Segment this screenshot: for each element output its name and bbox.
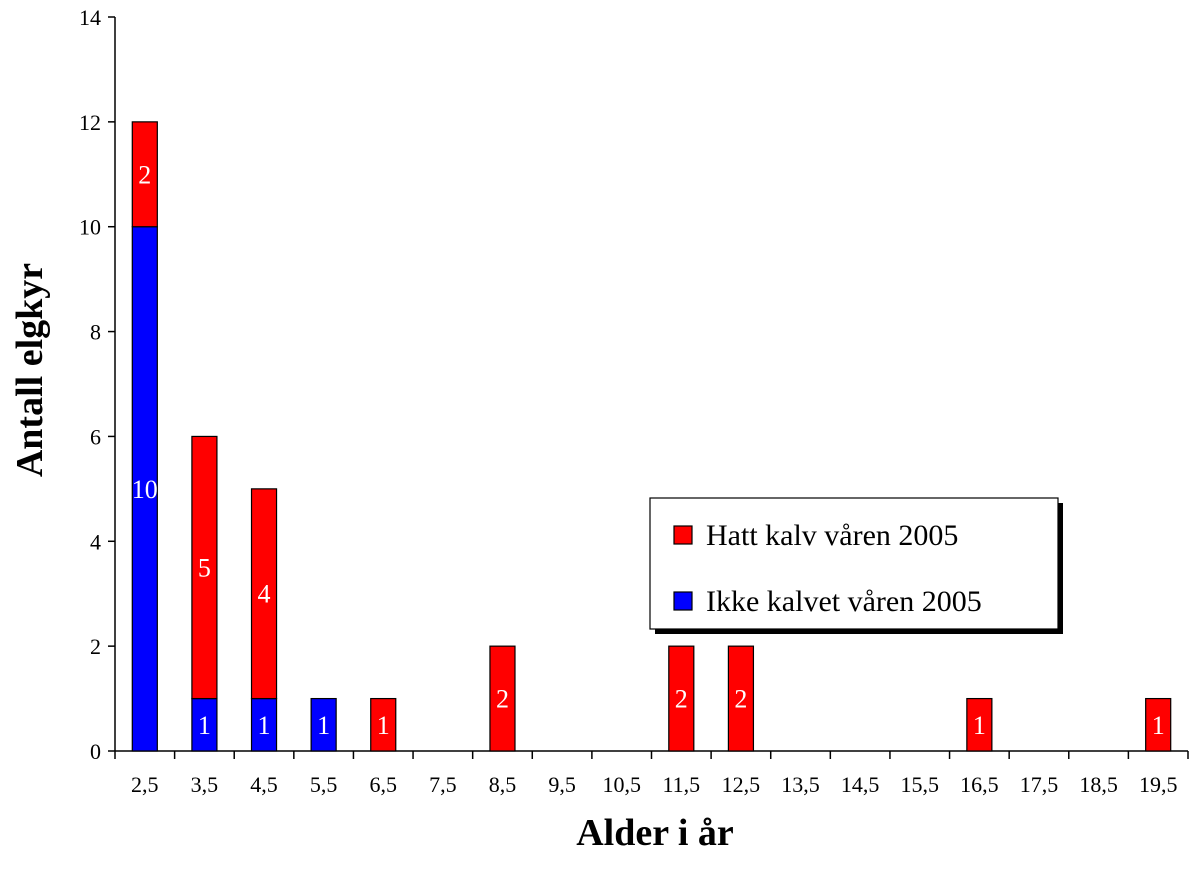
bar-segment-hatt-kalv bbox=[1145, 697, 1172, 752]
legend-label: Ikke kalvet våren 2005 bbox=[706, 585, 982, 618]
data-label: 4 bbox=[258, 580, 271, 609]
x-tick-label: 9,5 bbox=[548, 772, 576, 797]
y-tick-label: 8 bbox=[90, 320, 101, 345]
x-tick-label: 17,5 bbox=[1020, 772, 1059, 797]
bar-segment-hatt-kalv bbox=[668, 645, 695, 752]
y-tick-label: 10 bbox=[79, 215, 101, 240]
bar-segment-hatt-kalv bbox=[191, 435, 218, 700]
x-tick-label: 2,5 bbox=[131, 772, 159, 797]
x-tick-label: 13,5 bbox=[781, 772, 820, 797]
bar-segment-ikke-kalvet bbox=[250, 697, 278, 752]
bar-segment-hatt-kalv bbox=[489, 645, 516, 752]
data-label: 2 bbox=[138, 160, 151, 189]
y-axis-title: Antall elgkyr bbox=[9, 263, 51, 477]
data-label: 1 bbox=[973, 711, 986, 740]
data-label: 2 bbox=[675, 685, 688, 714]
x-tick-label: 8,5 bbox=[489, 772, 517, 797]
bar-segment-hatt-kalv bbox=[131, 121, 158, 228]
x-tick-label: 7,5 bbox=[429, 772, 457, 797]
y-tick-label: 2 bbox=[90, 634, 101, 659]
x-tick-label: 11,5 bbox=[662, 772, 700, 797]
bar-segment-ikke-kalvet bbox=[131, 226, 158, 752]
bar-segment-hatt-kalv bbox=[370, 697, 397, 752]
y-tick-label: 12 bbox=[79, 110, 101, 135]
x-tick-label: 15,5 bbox=[901, 772, 940, 797]
y-tick-label: 6 bbox=[90, 424, 101, 449]
bar-segment-ikke-kalvet bbox=[310, 697, 337, 752]
data-label: 5 bbox=[198, 554, 211, 583]
x-tick-label: 4,5 bbox=[250, 772, 278, 797]
x-tick-label: 3,5 bbox=[191, 772, 219, 797]
data-label: 1 bbox=[1152, 711, 1165, 740]
data-label: 10 bbox=[132, 475, 158, 504]
data-label: 1 bbox=[198, 711, 211, 740]
bar-segment-hatt-kalv bbox=[966, 697, 993, 752]
y-tick-label: 0 bbox=[90, 739, 101, 764]
data-label: 2 bbox=[734, 685, 747, 714]
bar-segment-hatt-kalv bbox=[727, 645, 755, 752]
data-label: 2 bbox=[496, 685, 509, 714]
data-label: 1 bbox=[258, 711, 271, 740]
x-tick-label: 12,5 bbox=[722, 772, 761, 797]
y-tick-label: 4 bbox=[90, 529, 101, 554]
legend-box bbox=[649, 497, 1059, 630]
bar-segment-hatt-kalv bbox=[250, 488, 278, 700]
legend-label: Hatt kalv våren 2005 bbox=[706, 519, 958, 552]
x-tick-label: 18,5 bbox=[1079, 772, 1118, 797]
x-tick-label: 6,5 bbox=[370, 772, 398, 797]
data-label: 1 bbox=[317, 711, 330, 740]
x-tick-label: 14,5 bbox=[841, 772, 880, 797]
y-tick-label: 14 bbox=[79, 5, 101, 30]
data-label: 1 bbox=[377, 711, 390, 740]
bar-segment-ikke-kalvet bbox=[191, 697, 218, 752]
x-tick-label: 19,5 bbox=[1139, 772, 1178, 797]
x-axis-title: Alder i år bbox=[576, 812, 734, 854]
legend-swatch bbox=[673, 525, 693, 545]
x-tick-label: 16,5 bbox=[960, 772, 999, 797]
x-tick-label: 10,5 bbox=[602, 772, 641, 797]
x-tick-label: 5,5 bbox=[310, 772, 338, 797]
legend-swatch bbox=[673, 591, 693, 611]
